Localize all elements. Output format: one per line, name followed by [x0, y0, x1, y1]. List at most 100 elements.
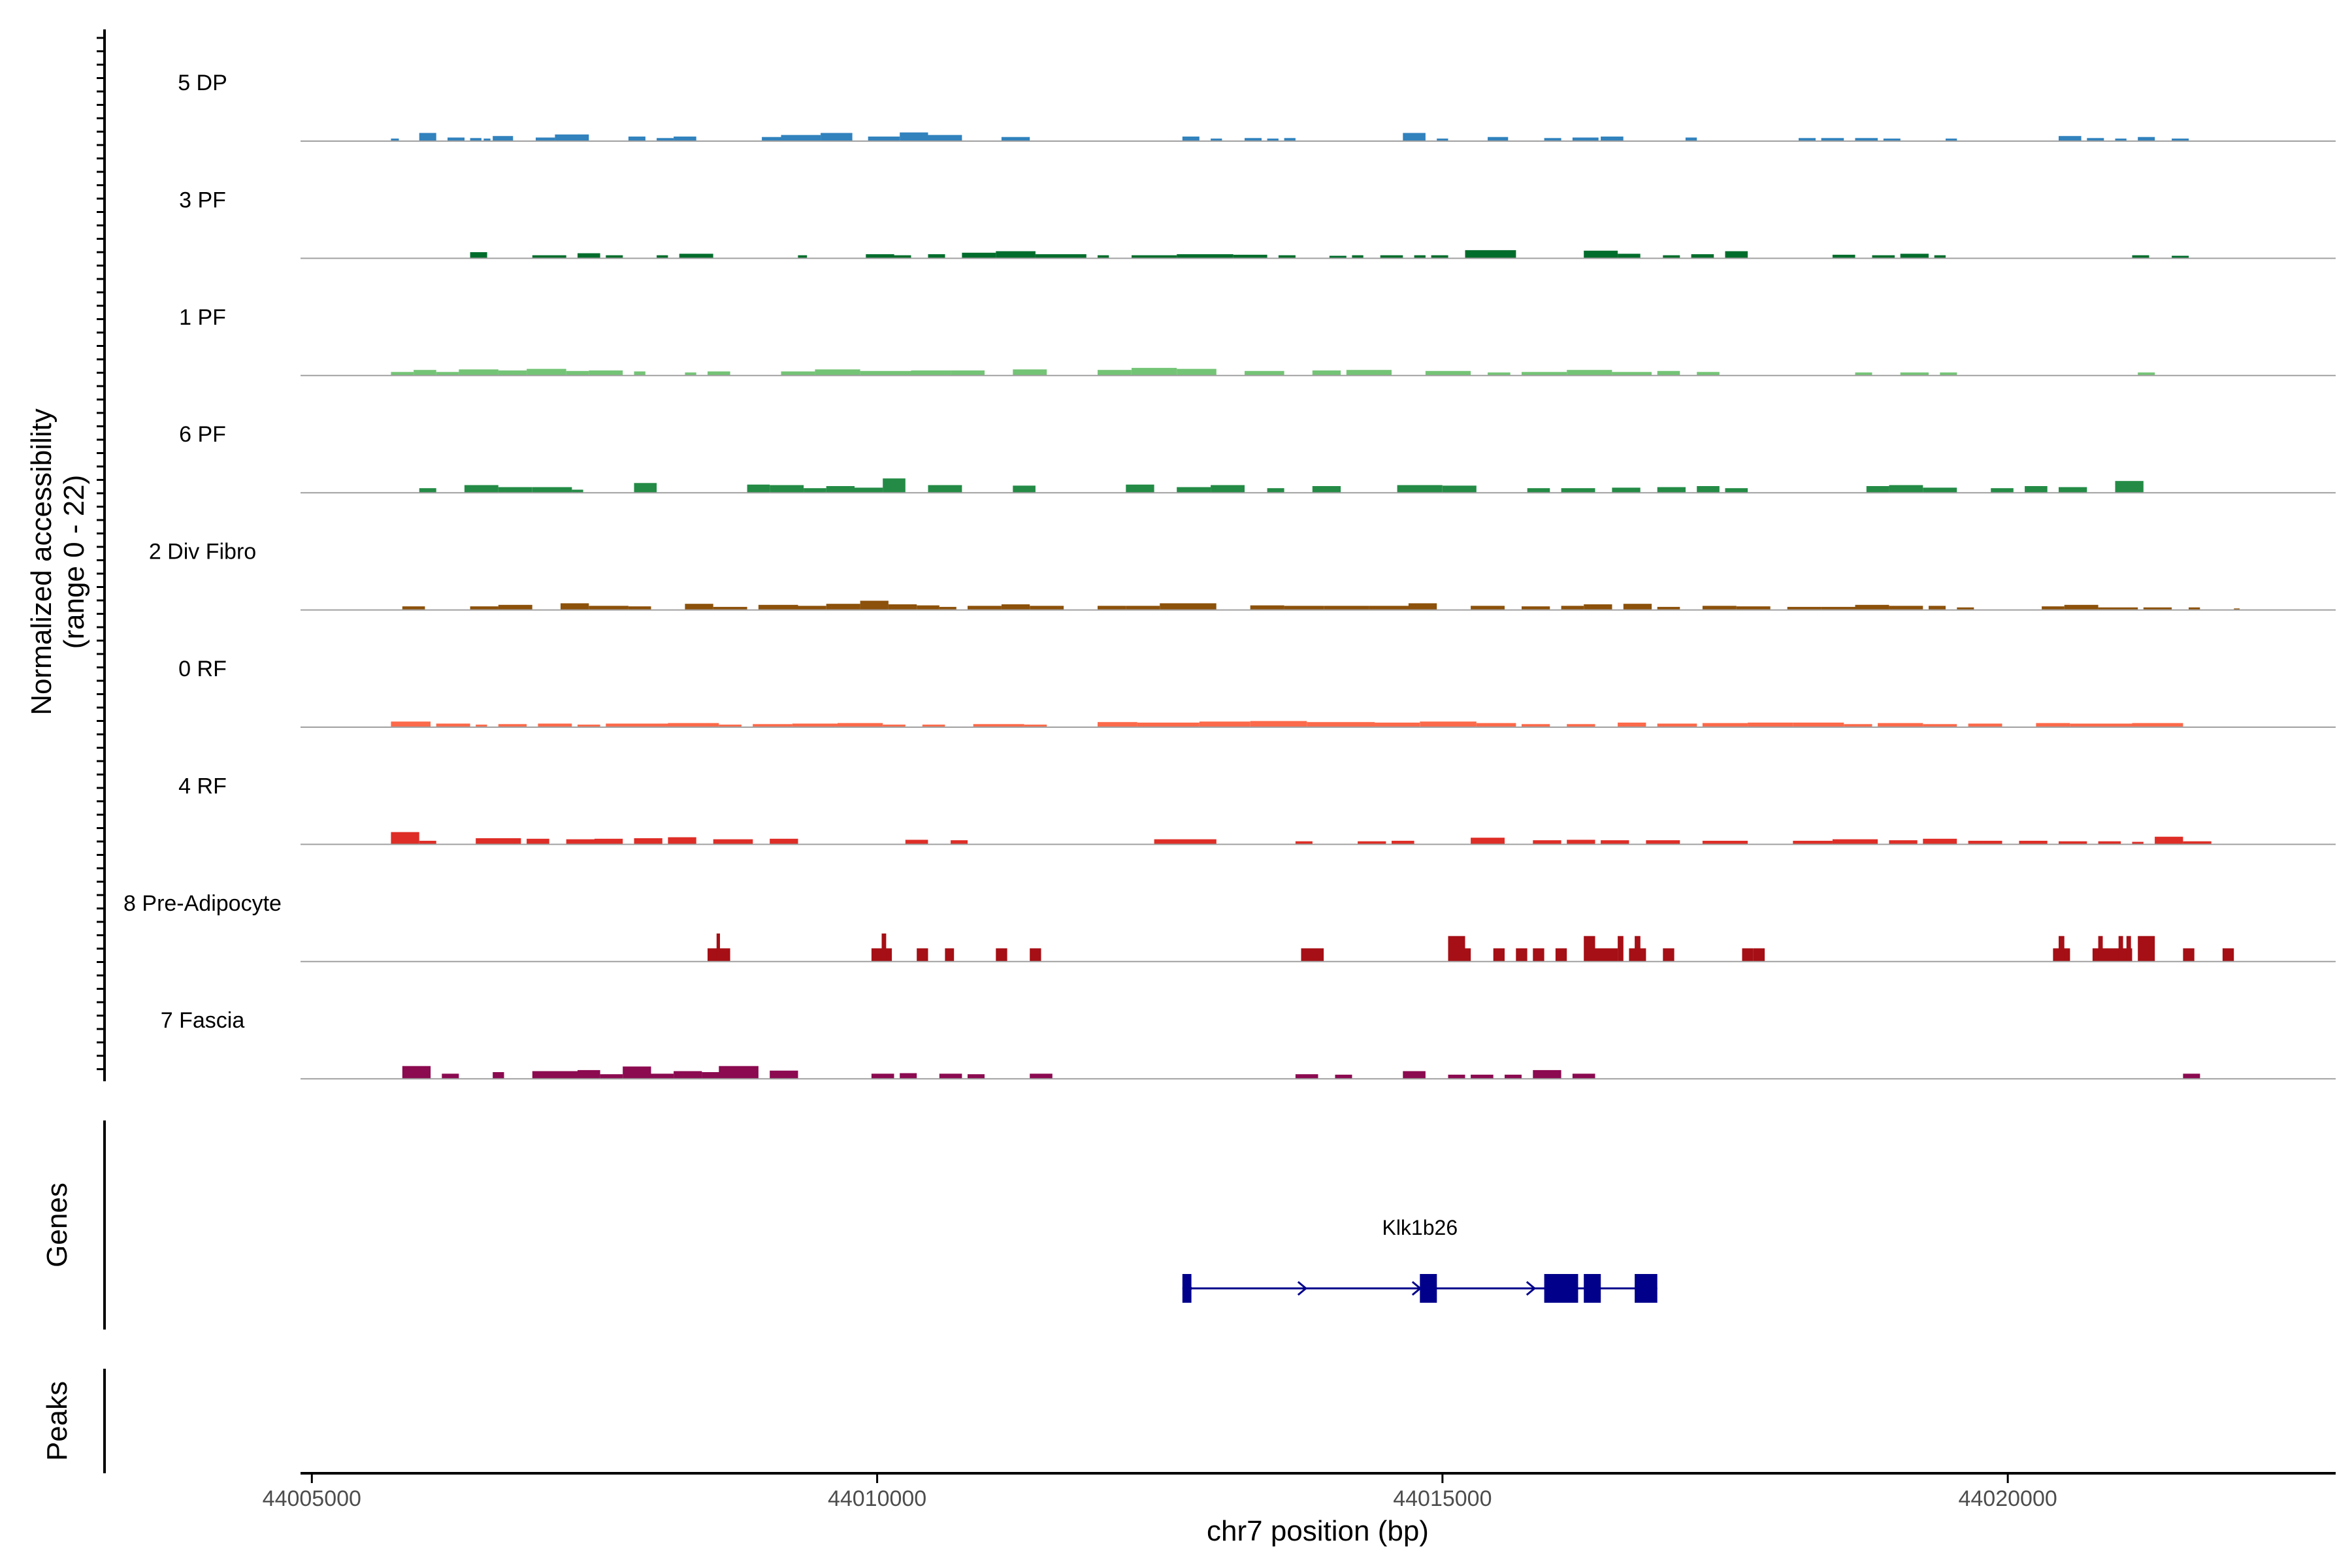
coverage-bar	[657, 255, 668, 259]
coverage-bar	[498, 724, 527, 727]
coverage-bar	[2132, 723, 2183, 727]
coverage-bar	[881, 933, 887, 962]
coverage-bar	[2087, 138, 2104, 141]
coverage-bar	[1646, 840, 1680, 845]
coverage-bar	[1211, 139, 1222, 141]
coverage-bar	[1567, 724, 1595, 727]
track-label: 5 DP	[178, 71, 227, 95]
coverage-bar	[2098, 936, 2103, 962]
coverage-bar	[578, 725, 600, 727]
coverage-bar	[1968, 840, 2002, 845]
coverage-bar	[470, 252, 487, 259]
coverage-bar	[1697, 372, 1720, 376]
coverage-bar	[2064, 604, 2099, 610]
coverage-bar	[1488, 137, 1509, 141]
coverage-bar	[1392, 840, 1414, 845]
coverage-bar	[1753, 948, 1765, 962]
coverage-bar	[945, 948, 955, 962]
coverage-bar	[436, 723, 470, 727]
x-tick-label: 44020000	[1958, 1486, 2057, 1511]
coverage-bar	[2059, 841, 2087, 845]
coverage-bar	[685, 604, 713, 610]
coverage-bar	[1516, 948, 1527, 962]
coverage-bar	[821, 133, 853, 141]
coverage-bar	[968, 1074, 985, 1079]
coverage-bar	[532, 1071, 578, 1079]
coverage-bar	[1278, 255, 1296, 259]
coverage-bar	[674, 137, 696, 141]
coverage-bar	[855, 487, 883, 493]
coverage-bar	[1465, 250, 1516, 259]
coverage-bar	[1855, 604, 1889, 610]
coverage-bar	[1295, 1074, 1318, 1079]
track-label: 7 Fascia	[161, 1008, 245, 1033]
coverage-bar	[1561, 606, 1584, 610]
coverage-bar	[2118, 936, 2123, 962]
coverage-bar	[2172, 255, 2189, 259]
coverage-bar	[1358, 841, 1386, 845]
coverage-bar	[1612, 372, 1652, 376]
coverage-bar	[1657, 370, 1680, 376]
coverage-bar	[1584, 250, 1618, 259]
x-tick-label: 44005000	[263, 1486, 361, 1511]
coverage-bar	[1369, 606, 1409, 610]
gene-model: Klk1b26	[1182, 1216, 1658, 1303]
coverage-bar	[674, 1071, 702, 1079]
coverage-bar	[634, 838, 662, 845]
coverage-bar	[1787, 606, 1821, 610]
coverage-bar	[1098, 255, 1109, 259]
coverage-bar	[459, 369, 498, 376]
coverage-bar	[1957, 607, 1974, 610]
coverage-bar	[753, 724, 792, 727]
coverage-bar	[1267, 488, 1284, 493]
y-axis-subtitle: (range 0 - 22)	[58, 475, 90, 649]
coverage-bar	[572, 489, 583, 493]
coverage-bar	[1883, 139, 1901, 141]
coverage-bar	[1612, 948, 1618, 962]
coverage-bar	[402, 606, 425, 610]
coverage-bar	[1663, 255, 1680, 259]
coverage-bar	[1725, 488, 1748, 493]
coverage-bar	[1618, 253, 1641, 259]
coverage-bar	[1098, 606, 1126, 610]
coverage-bar	[532, 255, 566, 259]
coverage-bar	[2070, 723, 2132, 727]
coverage-bar	[1900, 253, 1929, 259]
coverage-bar	[1001, 137, 1030, 141]
coverage-bar	[770, 838, 798, 845]
coverage-bar	[1335, 1074, 1352, 1079]
coverage-bar	[1505, 1074, 1522, 1079]
coverage-bar	[1312, 370, 1341, 376]
coverage-bar	[606, 255, 623, 259]
coverage-bar	[1612, 487, 1641, 493]
coverage-bar	[391, 139, 399, 141]
coverage-bar	[600, 1074, 623, 1079]
coverage-bar	[1132, 255, 1177, 259]
coverage-bar	[1601, 840, 1629, 845]
coverage-bar	[527, 368, 566, 376]
coverage-bar	[1307, 722, 1375, 727]
coverage-bar	[532, 487, 572, 493]
coverage-bar	[651, 1073, 674, 1079]
coverage-bar	[928, 254, 945, 259]
coverage-bar	[1431, 255, 1448, 259]
coverage-bar	[1425, 370, 1471, 376]
coverage-bar	[555, 134, 589, 141]
gene-exon	[1420, 1274, 1437, 1303]
coverage-bar	[866, 254, 894, 259]
coverage-bar	[464, 485, 498, 493]
track-label: 0 RF	[178, 657, 227, 681]
coverage-bar	[2059, 936, 2065, 962]
coverage-bar	[1572, 137, 1599, 141]
coverage-bar	[1030, 606, 1064, 610]
coverage-bar	[868, 137, 900, 141]
coverage-bar	[1855, 138, 1878, 141]
coverage-bar	[1375, 723, 1420, 727]
coverage-bar	[1555, 948, 1567, 962]
coverage-bar	[860, 370, 911, 376]
coverage-bar	[2036, 723, 2070, 727]
coverage-bar	[1866, 486, 1889, 493]
coverage-bar	[939, 606, 956, 610]
coverage-bar	[798, 255, 808, 259]
coverage-bar	[1697, 486, 1720, 493]
